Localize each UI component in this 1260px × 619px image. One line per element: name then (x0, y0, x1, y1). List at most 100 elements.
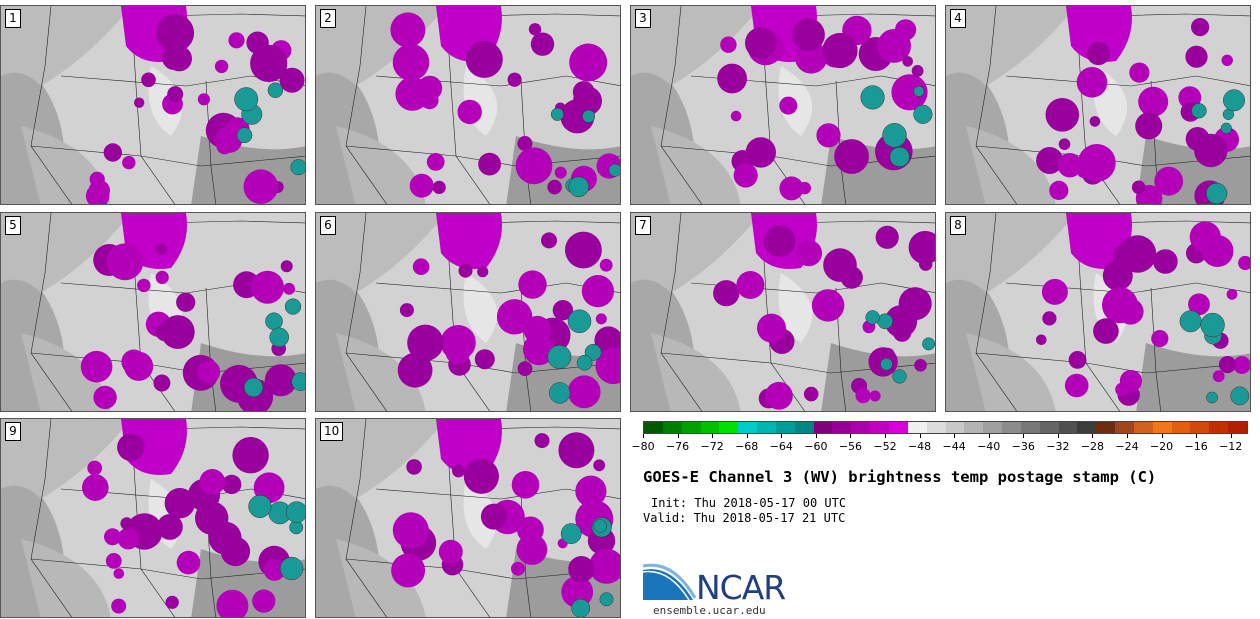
colorbar-tick-label: −28 (1080, 440, 1105, 453)
colorbar-tick-label: −16 (1184, 440, 1208, 453)
colorbar-tick (1127, 434, 1128, 438)
init-time: Init: Thu 2018-05-17 00 UTC (651, 496, 847, 510)
stamp-map (1, 213, 305, 411)
colorbar-tick-label: −52 (873, 440, 897, 453)
colorbar-tick-label: −80 (631, 440, 655, 453)
stamp-panel-4: 4 (945, 5, 1251, 205)
stamp-panel-label: 2 (320, 9, 336, 28)
colorbar-tick (1023, 434, 1025, 438)
stamp-panel-7: 7 (630, 212, 936, 412)
stamp-map (1, 419, 305, 617)
colorbar-tick-label: −32 (1046, 440, 1070, 453)
colorbar-tick (677, 434, 679, 438)
colorbar-tick-label: −24 (1115, 440, 1139, 453)
colorbar-swatch (983, 422, 1003, 433)
colorbar-tick-label: −20 (1149, 440, 1174, 453)
colorbar-swatch (1002, 422, 1021, 433)
stamp-map (316, 6, 620, 204)
stamp-map (946, 6, 1250, 204)
colorbar-swatch (644, 422, 663, 433)
colorbar-tick (815, 434, 817, 438)
colorbar-swatch (1115, 422, 1134, 433)
colorbar-swatch (794, 422, 814, 433)
ncar-logo-text: NCAR (696, 568, 786, 607)
colorbar-tick (988, 434, 990, 438)
site-url: ensemble.ucar.edu (653, 604, 766, 617)
stamp-map (316, 213, 620, 411)
colorbar-swatch (700, 422, 720, 433)
stamp-panel-10: 10 (315, 418, 621, 618)
stamp-panel-label: 8 (950, 216, 966, 235)
colorbar-swatch (719, 422, 739, 433)
stamp-panel-6: 6 (315, 212, 621, 412)
colorbar-tick-label: −56 (838, 440, 863, 453)
colorbar-tick (954, 434, 956, 438)
ncar-logo (643, 563, 697, 601)
colorbar-swatch (1209, 422, 1229, 433)
stamp-panel-9: 9 (0, 418, 306, 618)
stamp-panel-label: 1 (5, 9, 21, 28)
colorbar-swatch (945, 422, 965, 433)
colorbar-swatch (888, 422, 908, 433)
colorbar-swatch (964, 422, 984, 433)
colorbar-tick-label: −60 (804, 440, 828, 453)
colorbar-swatch (757, 422, 776, 433)
stamp-panel-label: 7 (635, 216, 651, 235)
stamp-map (631, 213, 935, 411)
colorbar-tick (919, 434, 921, 438)
colorbar-tick (781, 434, 783, 438)
colorbar-tick (1230, 434, 1232, 438)
colorbar-swatch (851, 422, 871, 433)
colorbar-ticks: −80 −76 −72 −68 −64 −60 −56 −52 −48 −44 −40 −36 −32−… (631, 434, 1248, 458)
colorbar-swatch (1077, 422, 1097, 433)
colorbar-tick (1092, 434, 1094, 438)
colorbar-swatch (1020, 422, 1040, 433)
colorbar-tick-label: −44 (942, 440, 966, 453)
colorbar-tick-label: −12 (1219, 440, 1243, 453)
stamp-panel-label: 6 (320, 216, 336, 235)
colorbar-swatch (926, 422, 946, 433)
colorbar-swatch (1171, 422, 1191, 433)
colorbar-tick (885, 434, 886, 438)
stamp-panel-3: 3 (630, 5, 936, 205)
stamp-panel-label: 10 (320, 422, 344, 441)
colorbar-tick-label: −40 (977, 440, 1001, 453)
stamp-map (1, 6, 305, 204)
colorbar-tick-label: −72 (700, 440, 724, 453)
stamp-panel-1: 1 (0, 5, 306, 205)
stamp-panel-5: 5 (0, 212, 306, 412)
colorbar-swatch (681, 422, 701, 433)
stamp-panel-label: 3 (635, 9, 651, 28)
colorbar-tick-label: −68 (735, 440, 759, 453)
colorbar-tick (1057, 434, 1059, 438)
stamp-panel-label: 4 (950, 9, 966, 28)
colorbar-tick-label: −36 (1011, 440, 1035, 453)
colorbar-tick-label: −48 (907, 440, 932, 453)
colorbar-swatch (1152, 422, 1172, 433)
colorbar-swatch (662, 422, 682, 433)
colorbar-swatch (870, 422, 889, 433)
stamp-panel-8: 8 (945, 212, 1251, 412)
colorbar-swatch (1190, 422, 1210, 433)
colorbar-tick (1196, 434, 1198, 438)
stamp-map (316, 419, 620, 617)
colorbar-tick (712, 434, 714, 438)
colorbar-swatch (1133, 422, 1153, 433)
colorbar-swatch (738, 422, 758, 433)
colorbar-tick (1161, 434, 1163, 438)
figure-title: GOES-E Channel 3 (WV) brightness temp po… (643, 468, 1157, 486)
colorbar-swatch (1228, 422, 1247, 433)
colorbar-swatch (832, 422, 852, 433)
colorbar-swatch (1096, 422, 1116, 433)
colorbar-swatch (813, 422, 833, 433)
colorbar-tick-label: −64 (769, 440, 793, 453)
stamp-map (631, 6, 935, 204)
colorbar-swatch (907, 422, 927, 433)
colorbar-swatch (1039, 422, 1059, 433)
colorbar-tick (643, 434, 644, 438)
valid-time: Valid: Thu 2018-05-17 21 UTC (643, 511, 846, 525)
colorbar-tick (850, 434, 852, 438)
stamp-panel-label: 9 (5, 422, 21, 441)
stamp-panel-2: 2 (315, 5, 621, 205)
stamp-map (946, 213, 1250, 411)
